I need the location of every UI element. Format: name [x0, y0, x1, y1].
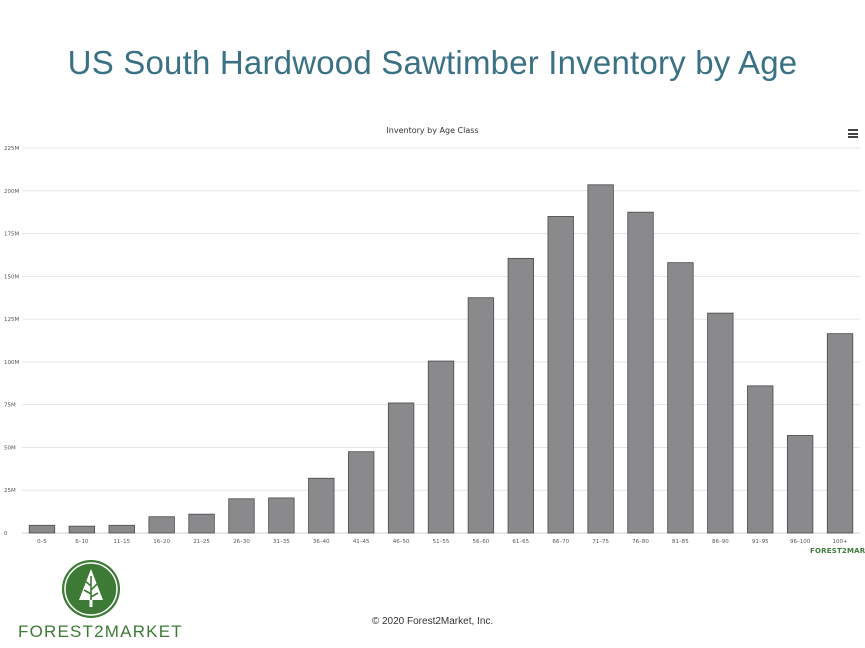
x-tick-label: 96–100	[790, 539, 811, 545]
y-tick-label: 200M	[4, 189, 19, 195]
x-tick-label: 91–95	[752, 539, 769, 545]
x-tick-label: 0–5	[37, 539, 47, 545]
x-tick-label: 21–25	[193, 539, 210, 545]
bar	[747, 385, 774, 534]
x-tick-label: 6–10	[75, 539, 89, 545]
bar	[826, 333, 854, 534]
bar	[387, 402, 415, 534]
bar-chart: 0 25M 50M 75M 100M 125M 150M 175M 200M 225M 0–5 6–1…	[4, 146, 860, 545]
y-tick-label: 100M	[4, 360, 19, 366]
bar	[68, 525, 96, 534]
x-tick-label: 41–45	[353, 539, 370, 545]
tree-icon	[62, 560, 120, 618]
bar	[28, 524, 56, 534]
x-tick-label: 31–35	[273, 539, 290, 545]
bar	[786, 435, 814, 534]
x-tick-label: 81–85	[672, 539, 689, 545]
x-tick-label: 100+	[832, 539, 847, 545]
brand-logo: FOREST2MARKET	[18, 560, 182, 645]
x-tick-label: 61–65	[512, 539, 529, 545]
hamburger-menu-icon[interactable]	[848, 129, 858, 139]
brand-name: FOREST2MARKET	[18, 622, 183, 641]
x-tick-label: 86–90	[712, 539, 729, 545]
bar	[308, 477, 335, 534]
bar	[188, 513, 215, 534]
x-tick-label: 66–70	[552, 539, 569, 545]
y-tick-label: 75M	[4, 403, 16, 409]
y-tick-label: 125M	[4, 317, 19, 323]
y-tick-label: 0	[4, 531, 8, 537]
chart-title: Inventory by Age Class	[386, 126, 479, 135]
x-tick-label: 16–20	[153, 539, 170, 545]
y-tick-label: 25M	[4, 488, 16, 494]
bar	[507, 257, 534, 534]
bar	[268, 497, 295, 534]
bar	[667, 262, 694, 534]
bar	[587, 184, 614, 534]
x-tick-label: 36–40	[313, 539, 330, 545]
y-tick-label: 50M	[4, 445, 16, 451]
copyright-text: © 2020 Forest2Market, Inc.	[371, 616, 494, 627]
y-tick-label: 175M	[4, 232, 19, 238]
bar	[467, 297, 495, 534]
bar	[108, 524, 135, 534]
bar	[427, 360, 455, 534]
x-tick-label: 71–75	[592, 539, 609, 545]
bar	[707, 312, 734, 534]
bar	[627, 211, 654, 534]
y-tick-label: 225M	[4, 146, 19, 152]
bar	[228, 498, 255, 534]
bar	[148, 516, 175, 534]
x-tick-label: 51–55	[433, 539, 450, 545]
y-tick-label: 150M	[4, 274, 19, 280]
bar	[348, 451, 375, 534]
x-tick-label: 76–80	[632, 539, 649, 545]
x-tick-label: 11–15	[113, 539, 130, 545]
x-tick-label: 56–60	[473, 539, 490, 545]
x-tick-label: 46–50	[393, 539, 410, 545]
slide-title: US South Hardwood Sawtimber Inventory by…	[67, 44, 798, 81]
bar	[547, 216, 574, 534]
x-tick-label: 26–30	[233, 539, 250, 545]
chart-credit-logo: FOREST2MARKET	[810, 547, 865, 555]
